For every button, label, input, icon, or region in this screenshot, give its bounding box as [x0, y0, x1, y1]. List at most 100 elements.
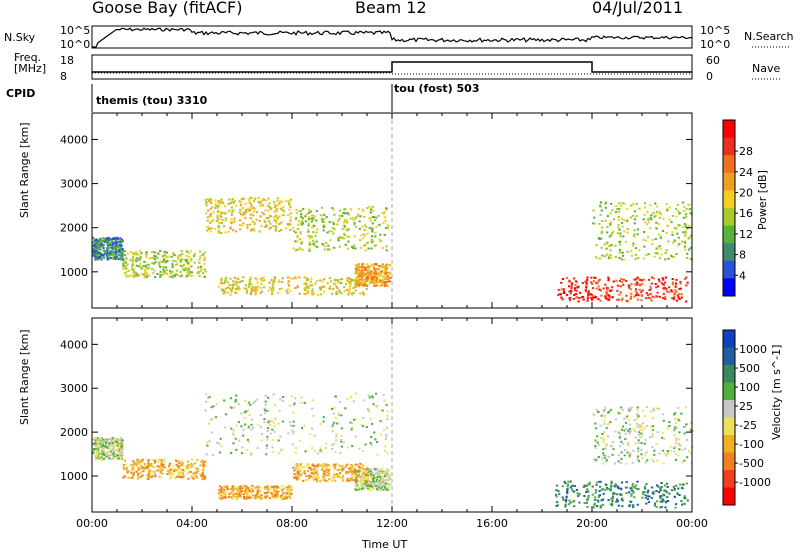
velocity-cell: [139, 468, 142, 471]
power-cell: [587, 290, 590, 293]
power-cell: [247, 285, 251, 288]
power-cell: [366, 232, 369, 235]
velocity-cell: [649, 436, 652, 439]
power-cell: [361, 225, 364, 228]
velocity-cell: [249, 496, 252, 499]
velocity-cell: [633, 485, 636, 488]
power-cell: [633, 278, 636, 281]
power-cell: [682, 216, 685, 219]
power-cell: [238, 219, 242, 222]
velocity-cell: [588, 481, 591, 484]
power-cell: [145, 254, 148, 257]
power-cell: [685, 213, 688, 216]
power-cell: [659, 236, 662, 239]
velocity-cell: [651, 416, 654, 419]
velocity-cell: [332, 479, 335, 482]
power-cell: [631, 254, 634, 257]
velocity-cell: [177, 467, 180, 470]
power-cell: [658, 210, 661, 213]
power-cell: [614, 256, 617, 259]
velocity-cell: [299, 470, 302, 473]
power-cell: [362, 284, 365, 287]
velocity-cell: [660, 485, 663, 488]
velocity-cell: [264, 409, 267, 412]
power-cell: [278, 215, 281, 218]
power-cell: [296, 286, 299, 289]
velocity-cell: [267, 396, 270, 399]
power-cell: [622, 230, 626, 233]
power-cell: [163, 253, 166, 256]
velocity-cell: [351, 467, 354, 470]
velocity-cell: [335, 439, 338, 442]
power-cell: [244, 210, 247, 213]
power-cell: [639, 283, 642, 286]
velocity-cell: [603, 415, 606, 418]
power-cell: [231, 283, 234, 286]
power-cell: [312, 231, 315, 234]
power-cell: [106, 255, 109, 258]
power-cell: [311, 284, 314, 287]
power-cell: [129, 250, 133, 253]
power-cell: [369, 209, 372, 212]
velocity-cell: [161, 465, 165, 468]
velocity-cell: [656, 407, 659, 410]
velocity-cell: [652, 407, 655, 410]
power-cell: [208, 221, 212, 224]
velocity-cell: [319, 449, 322, 452]
velocity-cell: [251, 484, 254, 487]
velocity-cell: [120, 444, 123, 447]
velocity-cell: [317, 463, 320, 466]
velocity-cell: [634, 442, 637, 445]
power-cell: [208, 199, 211, 202]
velocity-cell: [117, 457, 120, 460]
power-cell: [655, 227, 658, 230]
power-cell: [203, 259, 206, 261]
power-cell: [260, 279, 263, 282]
velocity-cell: [320, 479, 323, 482]
power-cell: [362, 210, 365, 212]
power-cell: [348, 288, 351, 291]
velocity-cell: [195, 467, 198, 470]
power-cell: [271, 286, 275, 289]
power-cell: [102, 254, 105, 257]
power-cell: [615, 279, 618, 282]
power-cell: [295, 248, 298, 251]
power-cell: [271, 292, 274, 295]
power-cell: [249, 213, 252, 216]
power-cell: [185, 275, 188, 278]
colorbar-frame: [722, 329, 736, 506]
velocity-cell: [94, 439, 97, 442]
power-cell: [671, 214, 675, 217]
power-cell: [140, 272, 143, 275]
power-cell: [205, 212, 208, 215]
velocity-cell: [282, 492, 285, 495]
cpid-label: CPID: [6, 87, 36, 100]
power-cell: [633, 218, 636, 221]
power-cell: [331, 227, 334, 229]
velocity-cell: [251, 487, 254, 490]
power-cell: [599, 257, 602, 260]
velocity-cell: [603, 419, 606, 422]
velocity-cell: [384, 482, 387, 485]
velocity-cell: [368, 485, 371, 487]
velocity-cell: [113, 449, 116, 451]
power-cell: [686, 227, 689, 230]
power-cell: [653, 215, 656, 218]
velocity-cell: [260, 439, 263, 442]
power-cell: [359, 246, 363, 249]
velocity-cell: [333, 468, 336, 471]
power-cell: [269, 287, 272, 290]
power-cell: [647, 221, 651, 224]
velocity-cell: [620, 457, 623, 460]
velocity-cell: [345, 464, 348, 467]
velocity-cell: [226, 485, 229, 488]
power-cell: [152, 262, 156, 265]
power-cell: [595, 244, 598, 247]
power-cell: [689, 246, 693, 249]
power-cell: [650, 299, 653, 302]
velocity-cell: [350, 477, 353, 480]
power-cell: [259, 287, 262, 289]
velocity-cell: [354, 418, 357, 421]
velocity-cell: [663, 438, 666, 440]
power-cell: [641, 282, 644, 285]
